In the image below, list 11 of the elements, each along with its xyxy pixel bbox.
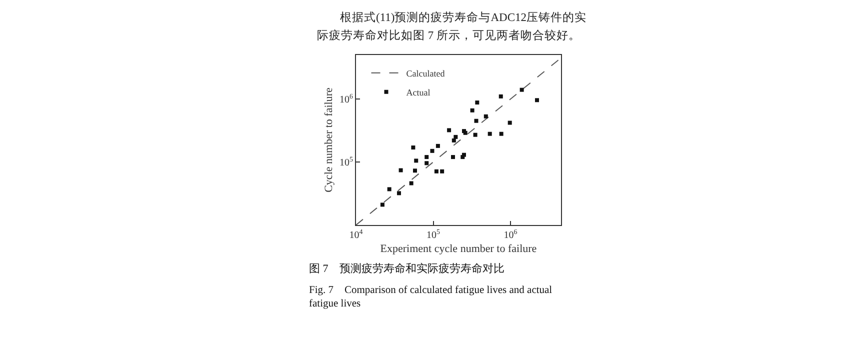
legend-label: Actual — [406, 87, 431, 98]
text: 际疲劳寿命对比如图 7 所示，可见两者吻合较好。 — [317, 29, 580, 42]
text: 根据式(11)预测的疲劳寿命与ADC12压铸件的实 — [340, 10, 587, 24]
y-axis-title: Cycle number to failure — [323, 88, 336, 192]
x-tick-label: 10$^{5}$ — [426, 228, 441, 241]
x-axis-title: Experiment cycle number to failure — [380, 243, 537, 256]
text: Fig. 7 Comparison of calculated fatigue lives and actual fatigue lives — [309, 285, 552, 310]
legend-label: Calculated — [406, 68, 446, 78]
x-tick-label: 10$^{4}$ — [349, 228, 364, 241]
text: 图 7 预测疲劳寿命和实际疲劳寿命对比 — [309, 262, 504, 275]
x-tick-label: 10$^{6}$ — [504, 228, 518, 241]
